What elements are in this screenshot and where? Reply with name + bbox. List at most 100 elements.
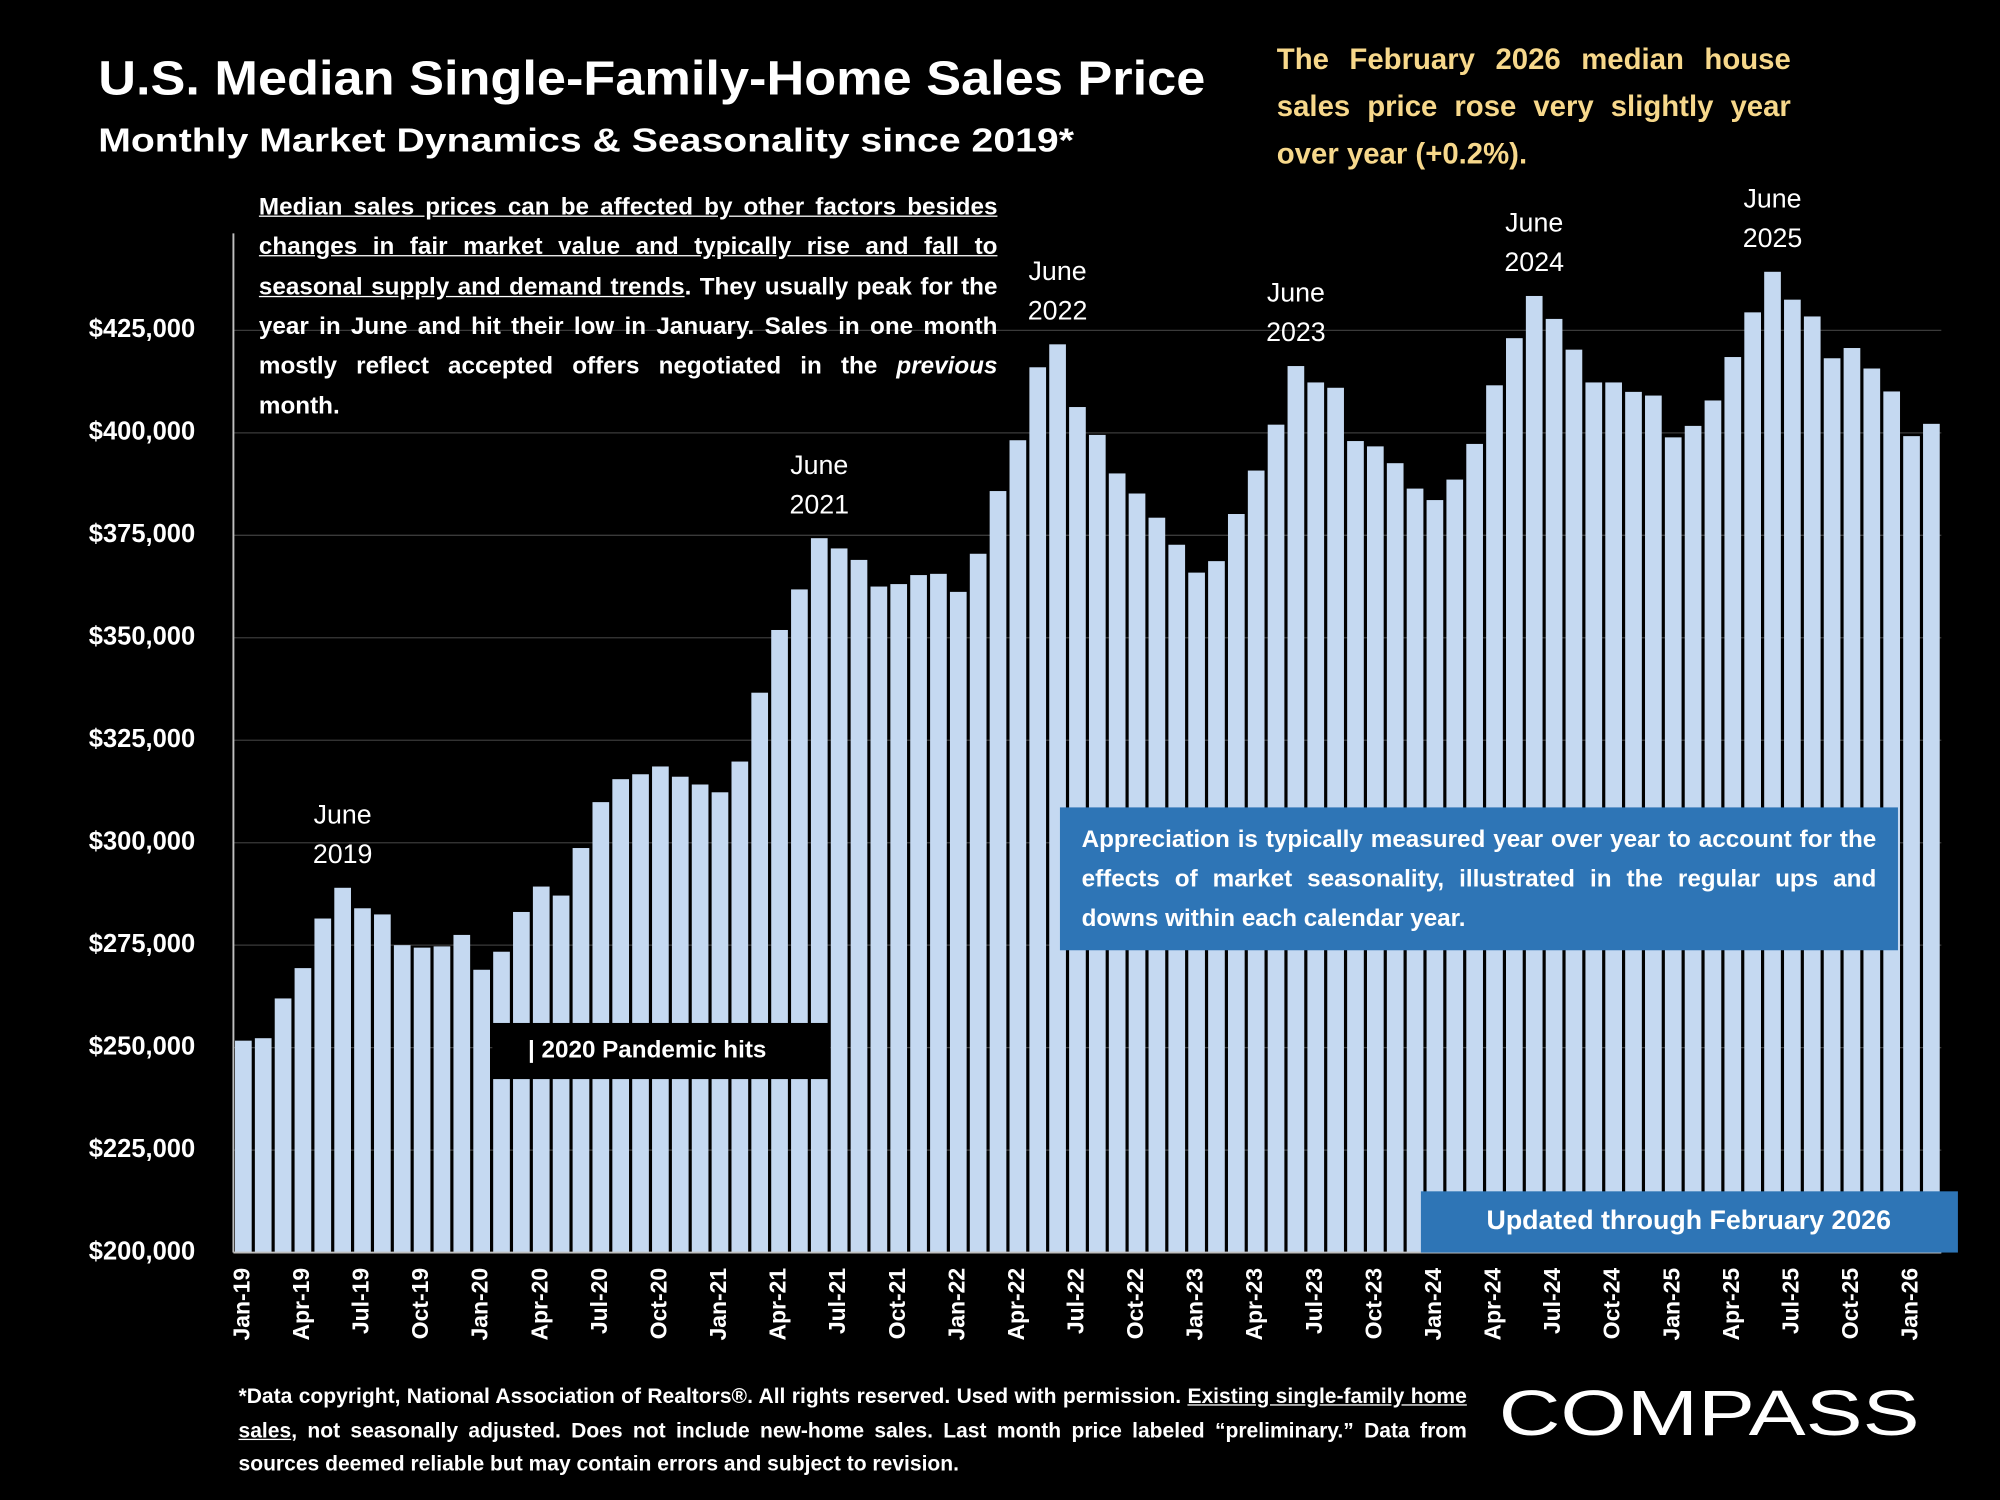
- peak-label: 2022: [1028, 296, 1088, 326]
- x-tick-label: Apr-19: [288, 1268, 314, 1341]
- x-tick-label: Oct-22: [1122, 1268, 1148, 1339]
- bar: [493, 951, 510, 1253]
- bar: [771, 629, 788, 1253]
- update-label: Updated through February 2026: [1487, 1205, 1892, 1235]
- x-tick-label: Jul-22: [1063, 1268, 1089, 1334]
- y-tick-label: $325,000: [89, 725, 195, 753]
- bar: [314, 918, 332, 1253]
- peak-label: June: [1505, 208, 1563, 238]
- peak-label: 2019: [313, 839, 373, 869]
- x-tick-label: Jan-26: [1897, 1268, 1923, 1341]
- bar: [274, 998, 292, 1253]
- x-tick-label: Jan-22: [943, 1268, 969, 1341]
- x-tick-label: Jul-25: [1777, 1268, 1803, 1335]
- update-box: [1420, 1191, 1958, 1253]
- callout: Appreciation is typically measured year …: [1059, 807, 1898, 951]
- bar: [1784, 299, 1801, 1253]
- logo: COMPASS: [1499, 1377, 1920, 1449]
- y-tick-label: $375,000: [89, 520, 195, 548]
- event-label: | 2020 Pandemic hits: [528, 1036, 766, 1063]
- peak-label: June: [790, 450, 848, 480]
- peak-label: 2021: [789, 489, 849, 519]
- bar: [334, 887, 351, 1253]
- note-italic: previous: [896, 353, 998, 381]
- peak-label: June: [1267, 278, 1325, 308]
- x-tick-label: Oct-24: [1599, 1268, 1625, 1340]
- headline-note: The February 2026 median house sales pri…: [1276, 42, 1791, 170]
- y-tick-label: $350,000: [89, 623, 195, 651]
- bar: [910, 575, 927, 1253]
- x-tick-label: Jan-24: [1420, 1268, 1446, 1341]
- footnote: *Data copyright, National Association of…: [239, 1380, 1467, 1481]
- note: Median sales prices can be affected by o…: [259, 187, 998, 427]
- bar: [294, 968, 312, 1253]
- peak-label: 2024: [1504, 247, 1564, 277]
- bar: [930, 573, 947, 1253]
- x-tick-label: Jul-21: [824, 1268, 850, 1335]
- bar: [632, 774, 649, 1253]
- peak-label: June: [314, 799, 372, 829]
- bar: [1525, 295, 1543, 1253]
- bar: [652, 766, 669, 1253]
- bar: [354, 908, 371, 1253]
- peak-label: June: [1743, 183, 1801, 213]
- bar: [1744, 312, 1762, 1253]
- chart-subtitle: Monthly Market Dynamics & Seasonality si…: [98, 123, 1074, 160]
- x-tick-label: Oct-20: [645, 1268, 671, 1339]
- x-tick-label: Oct-21: [884, 1268, 910, 1340]
- x-tick-label: Apr-22: [1003, 1268, 1029, 1341]
- bar: [890, 584, 908, 1253]
- bar: [1029, 367, 1047, 1253]
- bar: [969, 553, 987, 1253]
- x-tick-label: Oct-19: [407, 1268, 433, 1339]
- bar: [473, 969, 491, 1253]
- bar: [513, 911, 530, 1253]
- x-tick-label: Jan-21: [705, 1268, 731, 1341]
- y-tick-label: $225,000: [89, 1135, 195, 1163]
- bar: [671, 776, 689, 1253]
- y-tick-label: $250,000: [89, 1032, 195, 1060]
- note-underlined: Median sales prices can be affected by o…: [258, 193, 998, 301]
- x-tick-label: Jul-23: [1301, 1268, 1327, 1334]
- x-tick-label: Apr-21: [765, 1268, 791, 1341]
- bar: [1049, 344, 1066, 1253]
- bar: [949, 591, 967, 1253]
- bar: [393, 945, 411, 1253]
- x-tick-label: Apr-23: [1241, 1268, 1267, 1341]
- peak-label: 2023: [1266, 317, 1326, 347]
- bar: [691, 784, 709, 1253]
- note-text: month.: [258, 393, 340, 421]
- bar: [433, 946, 451, 1253]
- y-tick-label: $425,000: [89, 315, 195, 343]
- x-tick-label: Apr-20: [526, 1268, 552, 1341]
- x-tick-label: Jan-23: [1182, 1268, 1208, 1341]
- bar: [254, 1038, 272, 1253]
- bar: [453, 934, 471, 1253]
- y-tick-label: $200,000: [89, 1237, 195, 1265]
- event-box: [492, 1022, 831, 1080]
- peak-label: June: [1029, 256, 1087, 286]
- bar: [870, 586, 888, 1253]
- bar: [1545, 318, 1563, 1253]
- bar: [1903, 436, 1920, 1253]
- footnote-link-text: Existing single-family home sales: [238, 1385, 1467, 1442]
- bar: [413, 947, 431, 1253]
- bar: [1009, 440, 1027, 1253]
- y-tick-label: $300,000: [89, 827, 195, 855]
- y-tick-label: $400,000: [89, 418, 195, 446]
- footnote-text: *Data copyright, National Association of…: [238, 1385, 1188, 1409]
- x-tick-label: Jan-20: [467, 1268, 493, 1341]
- x-tick-label: Jul-24: [1539, 1268, 1565, 1335]
- x-tick-label: Jul-19: [348, 1268, 374, 1334]
- bar: [830, 548, 848, 1253]
- x-tick-label: Apr-25: [1718, 1268, 1744, 1341]
- y-tick-label: $275,000: [89, 930, 195, 958]
- bar: [1803, 316, 1821, 1253]
- bar: [374, 914, 391, 1253]
- x-tick-label: Oct-25: [1837, 1268, 1863, 1340]
- bar: [1843, 348, 1861, 1253]
- x-tick-label: Oct-23: [1360, 1268, 1386, 1339]
- bar: [850, 559, 868, 1253]
- bar: [810, 538, 828, 1253]
